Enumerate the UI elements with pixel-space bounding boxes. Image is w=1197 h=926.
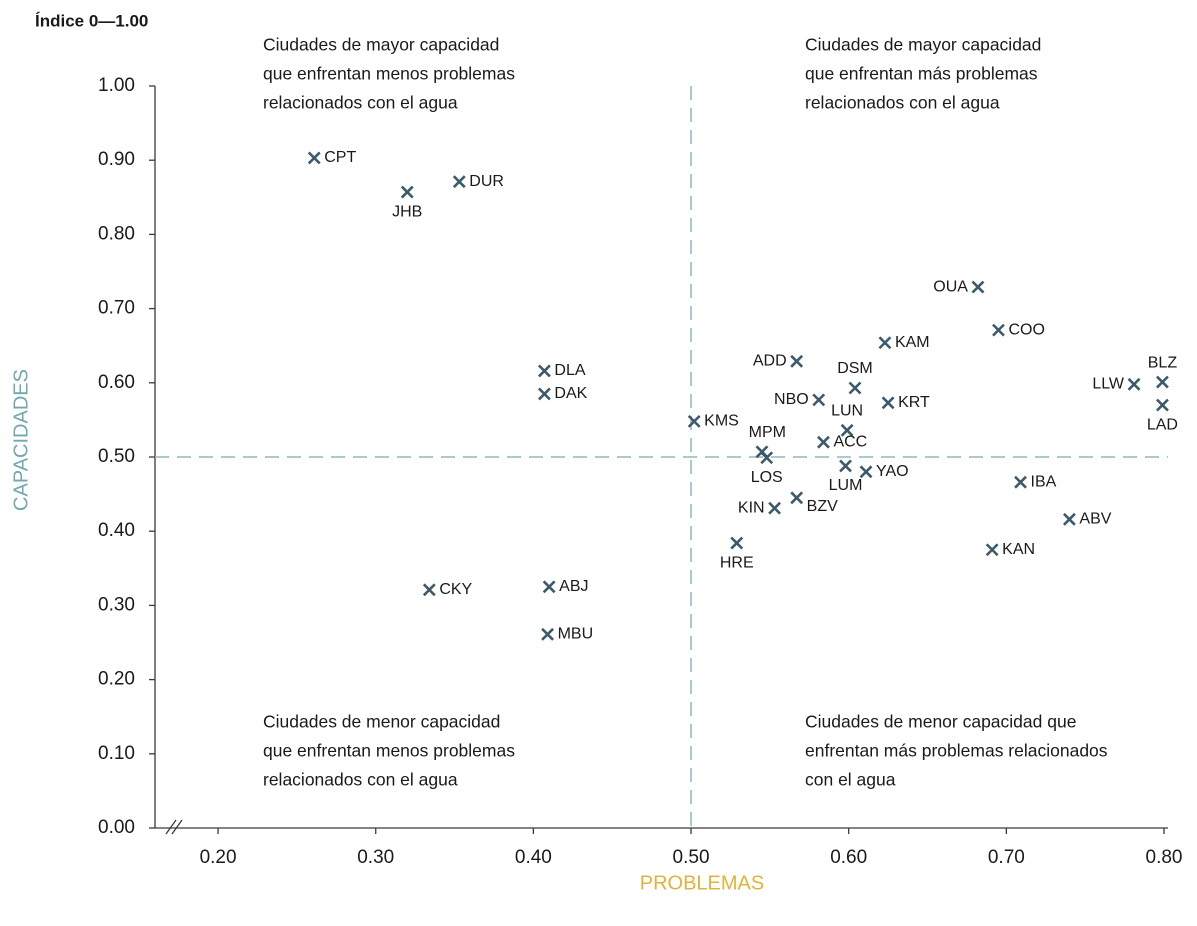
x-axis-label: PROBLEMAS — [640, 872, 764, 894]
point-marker — [730, 536, 744, 550]
point-label: CKY — [439, 581, 472, 598]
point-marker — [537, 364, 551, 378]
quadrant-annotation: que enfrentan más problemas — [805, 64, 1038, 84]
quadrant-annotation: relacionados con el agua — [805, 93, 1000, 113]
y-tick-label: 0.90 — [98, 149, 135, 170]
point-marker — [878, 336, 892, 350]
y-axis-label: CAPACIDADES — [10, 369, 32, 511]
quadrant-annotation: que enfrentan menos problemas — [263, 64, 515, 84]
point-marker — [400, 185, 414, 199]
y-tick-label: 0.50 — [98, 446, 135, 467]
y-tick-label: 0.20 — [98, 669, 135, 690]
point-label: LLW — [1092, 376, 1125, 393]
y-tick-label: 0.40 — [98, 520, 135, 541]
x-tick-label: 0.30 — [357, 847, 394, 868]
point-label: KAN — [1002, 541, 1035, 558]
point-label: LAD — [1147, 416, 1178, 433]
point-marker — [985, 543, 999, 557]
point-label: KIN — [738, 499, 765, 516]
y-unit: Índice 0—1.00 — [35, 11, 148, 30]
y-tick-label: 0.30 — [98, 594, 135, 615]
quadrant-annotation: enfrentan más problemas relacionados — [805, 741, 1108, 761]
quadrant-annotation: Ciudades de mayor capacidad — [263, 35, 499, 55]
point-marker — [542, 580, 556, 594]
point-marker — [840, 423, 854, 437]
point-marker — [422, 583, 436, 597]
point-label: MPM — [749, 424, 786, 441]
x-tick-label: 0.40 — [515, 847, 552, 868]
quadrant-annotation: que enfrentan menos problemas — [263, 741, 515, 761]
y-tick-label: 0.00 — [98, 817, 135, 838]
point-marker — [790, 354, 804, 368]
point-label: COO — [1008, 321, 1044, 338]
point-label: DLA — [554, 362, 585, 379]
x-tick-label: 0.20 — [200, 847, 237, 868]
point-marker — [1127, 377, 1141, 391]
point-marker — [537, 387, 551, 401]
point-label: IBA — [1031, 473, 1057, 490]
point-marker — [848, 381, 862, 395]
point-marker — [541, 627, 554, 641]
x-tick-label: 0.60 — [830, 847, 867, 868]
y-tick-label: 1.00 — [98, 75, 135, 96]
point-label: DUR — [469, 173, 504, 190]
point-marker — [881, 396, 895, 410]
y-tick-label: 0.60 — [98, 372, 135, 393]
point-label: JHB — [392, 203, 422, 220]
axis-break — [165, 819, 183, 835]
point-marker — [687, 414, 701, 428]
quadrant-annotation: con el agua — [805, 770, 896, 790]
point-marker — [1156, 375, 1169, 389]
quadrant-annotation: Ciudades de mayor capacidad — [805, 35, 1041, 55]
y-tick-label: 0.70 — [98, 298, 135, 319]
x-tick-label: 0.80 — [1146, 847, 1183, 868]
point-marker — [760, 451, 774, 465]
point-label: ABV — [1079, 511, 1111, 528]
point-label: ABJ — [559, 578, 588, 595]
point-label: DAK — [554, 385, 587, 402]
point-marker — [1156, 398, 1169, 412]
point-label: LUM — [829, 477, 863, 494]
point-marker — [859, 465, 873, 479]
point-marker — [839, 459, 852, 473]
point-marker — [452, 175, 466, 189]
point-marker — [1062, 512, 1076, 526]
point-marker — [971, 280, 985, 294]
point-label: OUA — [933, 278, 968, 295]
point-label: YAO — [876, 463, 909, 480]
x-tick-label: 0.50 — [673, 847, 710, 868]
quadrant-annotation: relacionados con el agua — [263, 93, 458, 113]
point-label: KMS — [704, 413, 739, 430]
point-label: ACC — [833, 433, 867, 450]
point-label: BLZ — [1148, 354, 1178, 371]
point-label: MBU — [558, 626, 594, 643]
point-label: BZV — [807, 498, 838, 515]
point-label: KRT — [898, 394, 930, 411]
y-tick-label: 0.10 — [98, 743, 135, 764]
point-label: HRE — [720, 554, 754, 571]
quadrant-annotation: Ciudades de menor capacidad que — [805, 712, 1076, 732]
x-tick-label: 0.70 — [988, 847, 1025, 868]
point-marker — [790, 491, 804, 505]
point-marker — [817, 435, 830, 449]
point-label: LUN — [831, 403, 863, 420]
point-label: KAM — [895, 334, 930, 351]
point-label: NBO — [774, 391, 809, 408]
point-label: LOS — [751, 469, 783, 486]
point-label: ADD — [753, 353, 787, 370]
point-label: CPT — [324, 149, 356, 166]
quadrant-annotation: relacionados con el agua — [263, 770, 458, 790]
point-marker — [768, 501, 782, 515]
y-tick-label: 0.80 — [98, 223, 135, 244]
point-marker — [992, 323, 1005, 337]
quadrant-annotation: Ciudades de menor capacidad — [263, 712, 500, 732]
point-marker — [812, 393, 826, 407]
point-marker — [307, 151, 321, 165]
point-label: DSM — [837, 360, 873, 377]
point-marker — [1014, 475, 1027, 489]
